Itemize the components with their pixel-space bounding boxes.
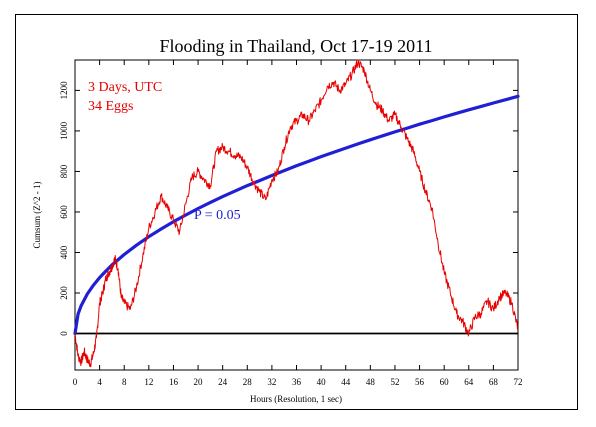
x-tick-label: 28 <box>243 377 253 387</box>
y-axis-ticks: 0 200 400 600 800 1000 1200 <box>59 81 518 336</box>
x-tick-label: 16 <box>169 377 179 387</box>
chart-frame <box>15 14 578 410</box>
x-tick-label: 32 <box>267 377 276 387</box>
y-tick-label: 1000 <box>59 121 69 140</box>
cumsum-line <box>74 59 518 368</box>
x-tick-label: 56 <box>415 377 425 387</box>
y-tick-label: 200 <box>59 286 69 300</box>
annotation-p-value: P = 0.05 <box>194 208 241 223</box>
x-tick-label: 48 <box>366 377 376 387</box>
y-tick-label: 0 <box>59 331 69 336</box>
x-axis-ticks: 0 4 8 12 16 20 24 28 32 36 40 44 48 52 56 60 64 68 72 <box>73 60 523 387</box>
chart-title: Flooding in Thailand, Oct 17-19 2011 <box>160 36 433 56</box>
annotation-eggs: 34 Eggs <box>88 99 134 114</box>
x-tick-label: 20 <box>194 377 204 387</box>
x-tick-label: 72 <box>514 377 523 387</box>
x-tick-label: 12 <box>144 377 153 387</box>
y-tick-label: 400 <box>59 245 69 259</box>
x-tick-label: 36 <box>292 377 302 387</box>
x-axis-label: Hours (Resolution, 1 sec) <box>250 394 342 404</box>
plot-area <box>74 59 519 371</box>
x-tick-label: 44 <box>341 377 351 387</box>
x-tick-label: 24 <box>218 377 228 387</box>
y-axis-label: Cumsum (Z^2 - 1) <box>32 182 42 249</box>
x-tick-label: 68 <box>489 377 499 387</box>
y-tick-label: 1200 <box>59 81 69 100</box>
annotation-duration: 3 Days, UTC <box>88 80 162 95</box>
y-tick-label: 600 <box>59 205 69 219</box>
x-tick-label: 52 <box>390 377 399 387</box>
x-tick-label: 8 <box>122 377 127 387</box>
x-tick-label: 60 <box>440 377 450 387</box>
p-curve-line <box>73 94 520 336</box>
x-tick-label: 4 <box>97 377 102 387</box>
x-tick-label: 40 <box>317 377 327 387</box>
x-tick-label: 0 <box>73 377 78 387</box>
y-tick-label: 800 <box>59 164 69 178</box>
x-tick-label: 64 <box>464 377 474 387</box>
